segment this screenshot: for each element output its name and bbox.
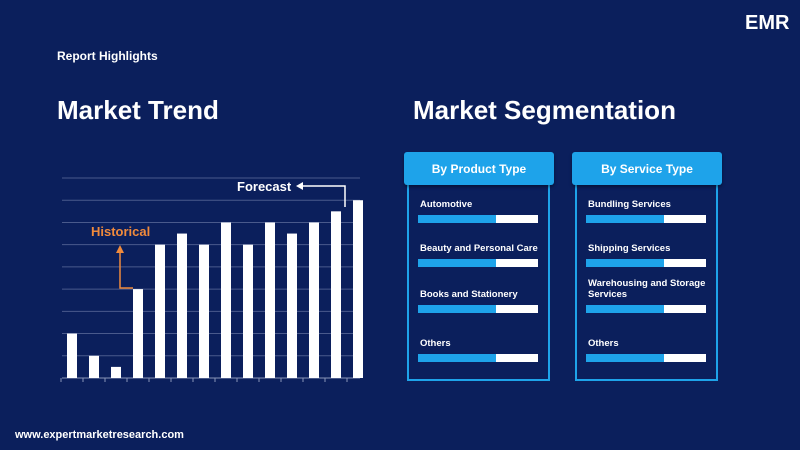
trend-chart: Forecast Historical [60, 177, 363, 382]
segment-fill [586, 305, 664, 313]
segment-fill [586, 215, 664, 223]
segment-label: Shipping Services [588, 243, 671, 254]
footer-url: www.expertmarketresearch.com [14, 429, 184, 441]
segment-track [418, 354, 538, 362]
segment-track [418, 215, 538, 223]
bar [221, 222, 231, 378]
segment-track [586, 354, 706, 362]
segment-label: Books and Stationery [420, 289, 518, 300]
segment-track [586, 305, 706, 313]
panel-title: By Product Type [404, 152, 554, 185]
bar [111, 366, 121, 378]
segment-label: Warehousing and Storage Services [588, 278, 706, 300]
segment-track [418, 259, 538, 267]
forecast-arrowhead [296, 182, 303, 190]
segment-fill [586, 354, 664, 362]
segment-label: Others [588, 338, 619, 349]
segment-fill [418, 259, 496, 267]
segment-label: Others [420, 338, 451, 349]
segment-track [586, 259, 706, 267]
bar [353, 200, 363, 378]
bar [309, 222, 319, 378]
report-title: Report Highlights [57, 49, 158, 63]
bar [199, 244, 209, 378]
forecast-label: Forecast [237, 179, 292, 194]
bar [287, 233, 297, 378]
bar [177, 233, 187, 378]
bar [133, 289, 143, 378]
segment-fill [418, 215, 496, 223]
segment-fill [418, 305, 496, 313]
bar [331, 211, 341, 378]
forecast-arrow [302, 185, 346, 207]
bar [243, 244, 253, 378]
segment-fill [586, 259, 664, 267]
bar [265, 222, 275, 378]
segment-label: Beauty and Personal Care [420, 243, 538, 254]
bar [155, 244, 165, 378]
segmentation-title: Market Segmentation [413, 95, 676, 125]
segment-label: Bundling Services [588, 199, 671, 210]
segment-track [418, 305, 538, 313]
segment-label: Automotive [420, 199, 473, 210]
trend-title: Market Trend [57, 95, 219, 125]
bar [67, 333, 77, 378]
segment-fill [418, 354, 496, 362]
historical-arrowhead [116, 245, 124, 253]
panel-title: By Service Type [572, 152, 722, 185]
historical-arrow [119, 252, 133, 289]
segment-track [586, 215, 706, 223]
logo: EMR [745, 12, 790, 34]
historical-label: Historical [91, 224, 150, 239]
bar [89, 355, 99, 378]
